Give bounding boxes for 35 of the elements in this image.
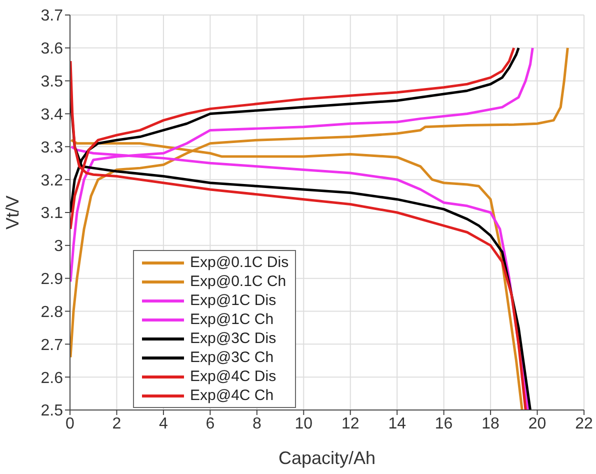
x-tick-label: 8 [252, 415, 262, 432]
legend-label: Exp@1C Ch [190, 310, 274, 329]
x-tick-label: 4 [159, 415, 168, 432]
legend-label: Exp@3C Ch [190, 348, 274, 367]
legend-label: Exp@4C Ch [190, 386, 274, 405]
x-tick-label: 20 [528, 415, 546, 432]
x-tick-label: 22 [575, 415, 593, 432]
x-axis-title: Capacity/Ah [278, 448, 376, 468]
x-tick-label: 14 [388, 415, 406, 432]
y-tick-label: 2.6 [40, 370, 64, 387]
y-tick-label: 3.1 [40, 205, 64, 222]
y-tick-label: 2.5 [40, 402, 64, 420]
y-tick-label: 3.5 [40, 74, 64, 91]
y-tick-label: 3.7 [40, 8, 64, 25]
y-tick-label: 2.7 [40, 336, 64, 354]
x-tick-label: 18 [482, 415, 500, 432]
x-tick-label: 6 [206, 415, 215, 432]
y-tick-label: 2.9 [40, 271, 64, 288]
x-tick-label: 0 [66, 415, 75, 432]
legend-label: Exp@1C Dis [190, 291, 276, 310]
legend-label: Exp@0.1C Dis [190, 253, 289, 272]
y-tick-label: 2.8 [40, 304, 64, 321]
x-tick-label: 2 [112, 415, 122, 432]
legend-label: Exp@3C Dis [190, 329, 276, 348]
x-tick-label: 12 [341, 415, 360, 432]
y-tick-label: 3.6 [40, 40, 64, 58]
y-tick-label: 3 [54, 238, 64, 256]
legend-label: Exp@4C Dis [190, 367, 276, 386]
legend-label: Exp@0.1C Ch [190, 272, 286, 291]
y-tick-label: 3.3 [40, 139, 64, 156]
y-tick-label: 3.4 [40, 106, 64, 124]
y-tick-label: 3.2 [40, 172, 64, 190]
y-axis-title: Vt/V [2, 195, 22, 230]
x-tick-label: 10 [294, 415, 313, 432]
x-tick-label: 16 [434, 415, 453, 432]
